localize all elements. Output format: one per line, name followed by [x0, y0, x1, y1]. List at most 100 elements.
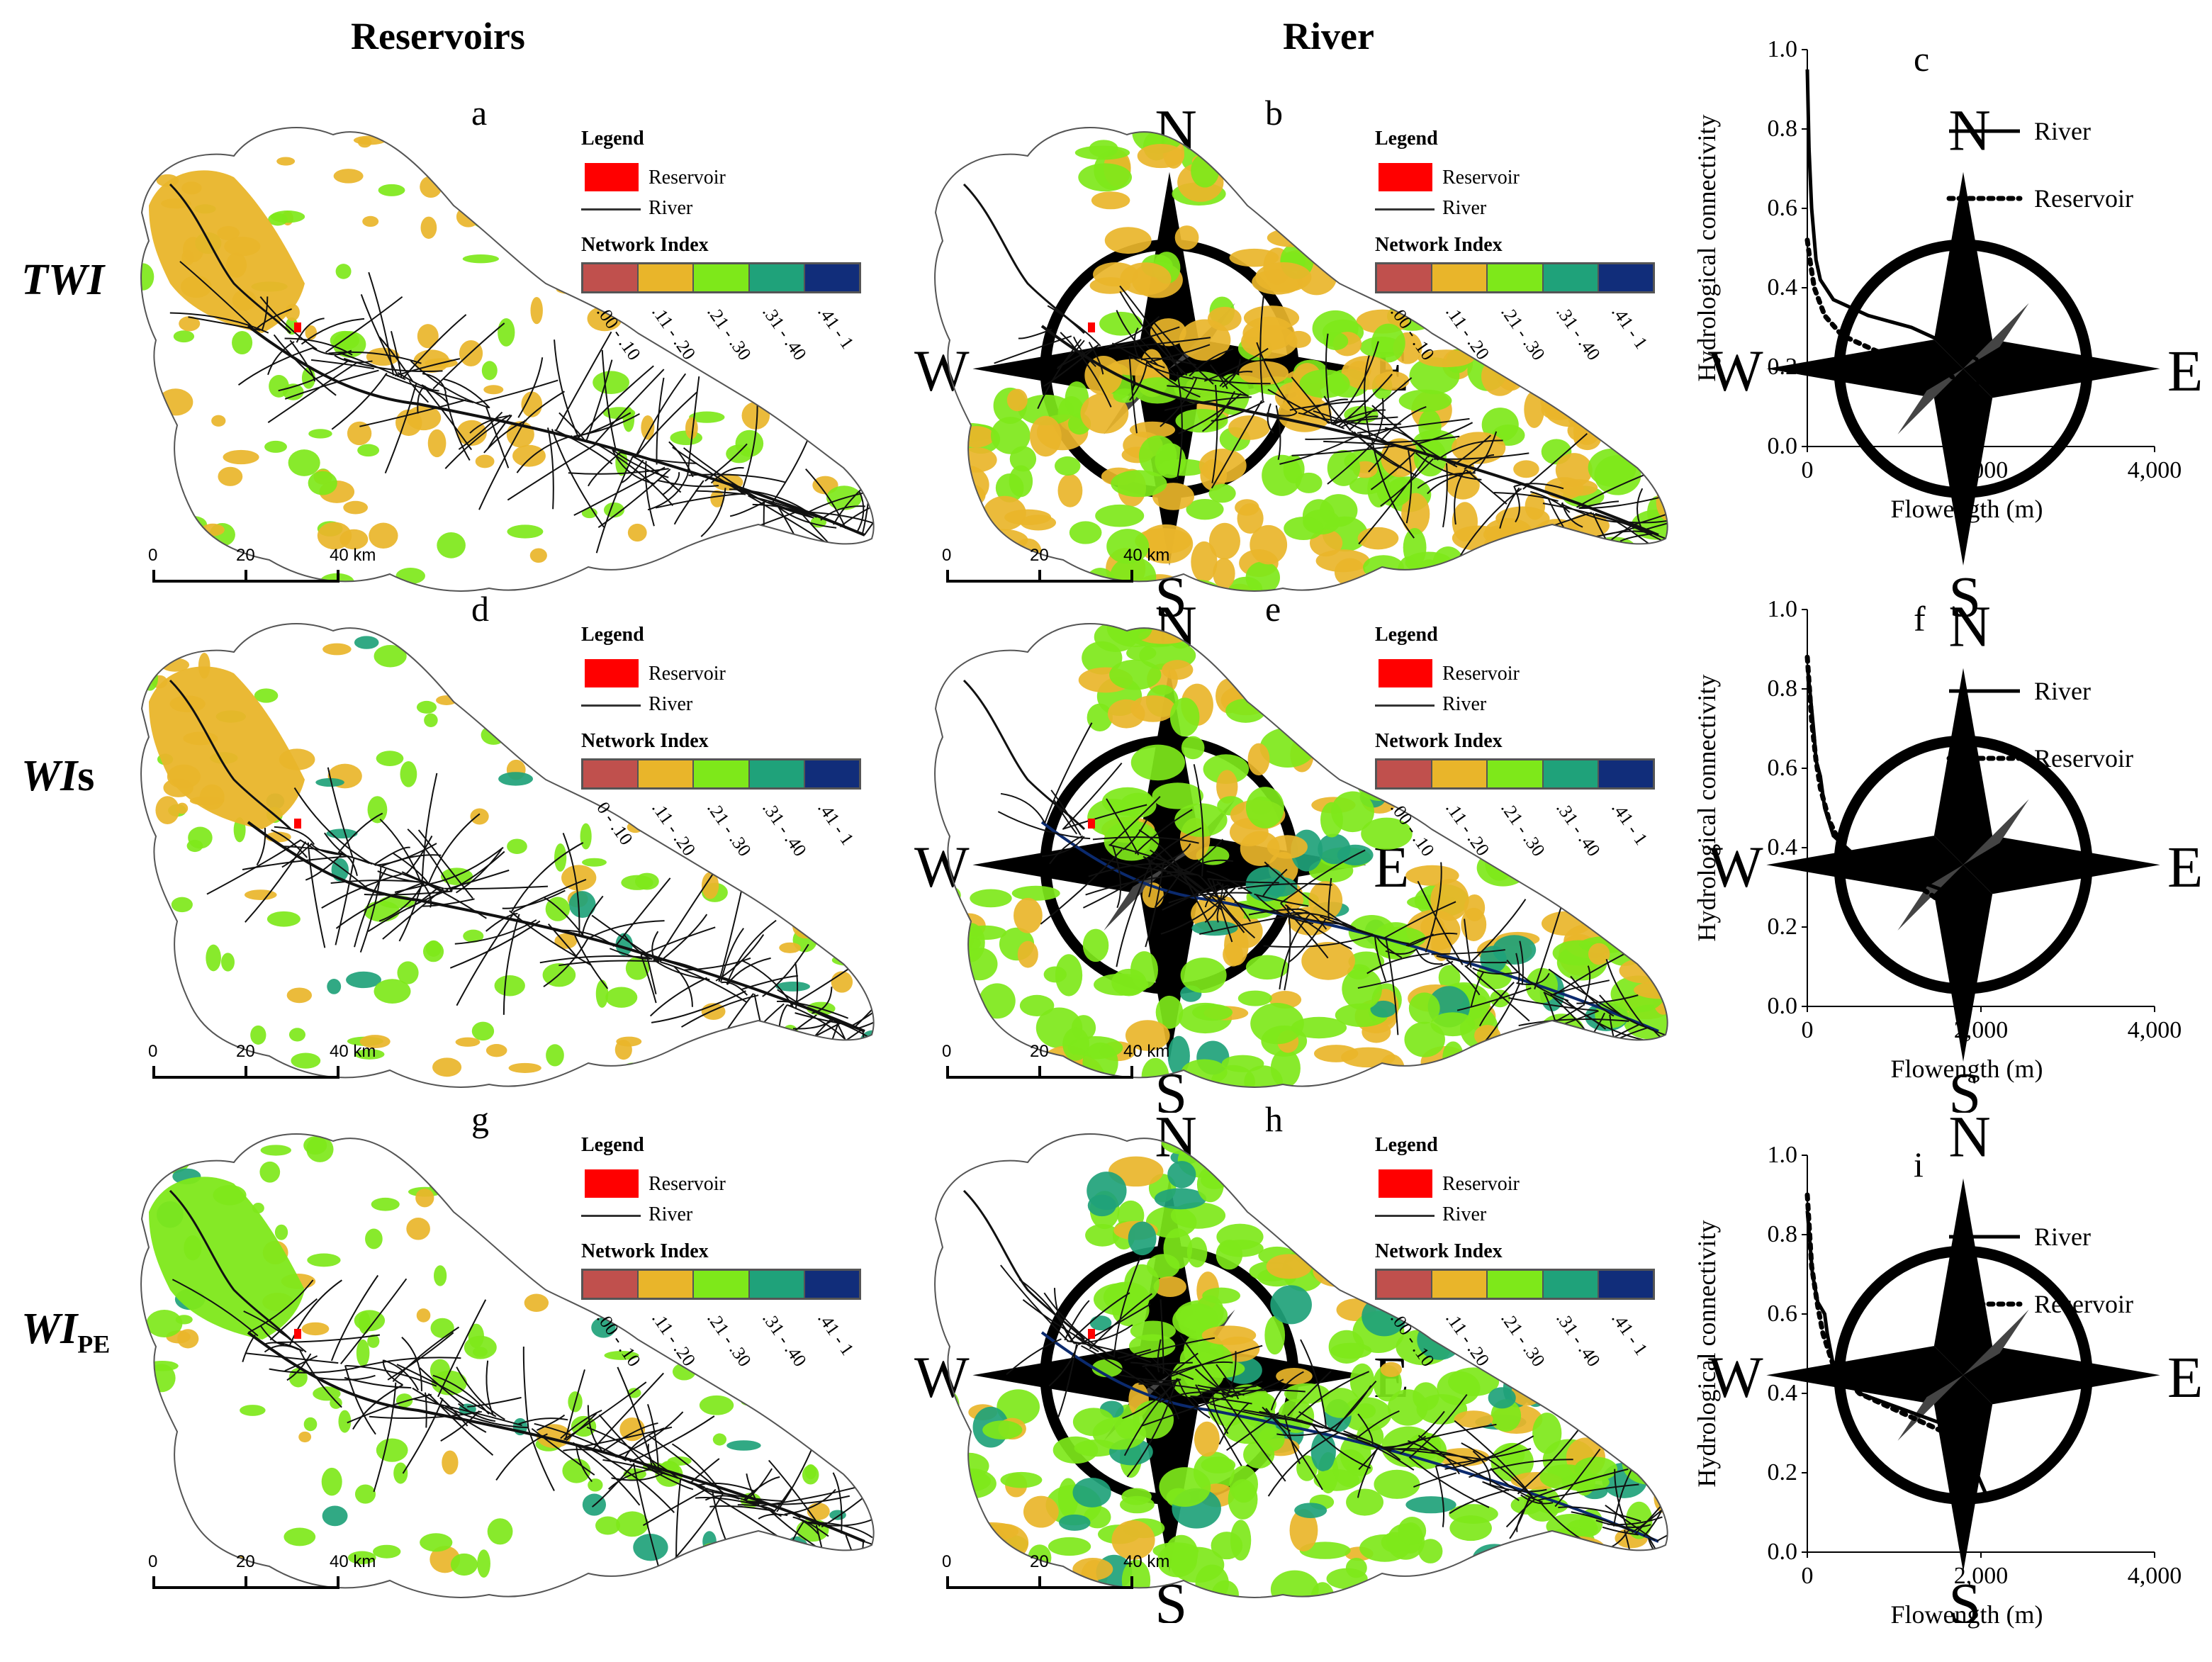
x-tick-label: 4,000	[2128, 1563, 2182, 1589]
network-index-colorbar	[1375, 1269, 1655, 1300]
north-arrow-icon: N S E W	[776, 106, 1409, 617]
north-arrow-icon: N S E W	[776, 602, 1409, 1113]
svg-text:E: E	[2167, 835, 2203, 899]
legend-river-label: River	[1442, 197, 1487, 219]
chart-svg: 0.0 0.2 0.4 0.6 0.8 1.0 0 2,000 4,000 Flowength (…	[1692, 596, 2182, 1083]
x-tick-label: 2,000	[1954, 457, 2009, 483]
scale-label: 20	[236, 546, 255, 565]
network-index-colorbar	[581, 1269, 861, 1300]
y-tick-label: 0.4	[1768, 1380, 1798, 1406]
y-tick-label: 0.0	[1768, 1539, 1798, 1565]
panel-letter: d	[471, 589, 489, 629]
y-tick-label: 0.0	[1768, 993, 1798, 1019]
network-index-colorbar	[1375, 262, 1655, 293]
colorbar-class-3	[1488, 760, 1544, 787]
x-tick-label: 0	[1802, 1563, 1814, 1589]
legend-river-label: River	[1442, 693, 1487, 715]
legend-river-label: River	[649, 197, 693, 219]
y-tick-label: 0.6	[1768, 755, 1798, 781]
scale-label: 20	[236, 1552, 255, 1571]
river-swatch	[1375, 208, 1435, 210]
river-swatch	[1375, 1215, 1435, 1217]
series-line-river	[1805, 665, 1988, 952]
reservoir-swatch	[1379, 1169, 1432, 1198]
colorbar-class-5	[1598, 264, 1654, 291]
y-axis-label: Hydrological connectivity	[1692, 675, 1721, 942]
watershed-map	[934, 623, 1668, 1088]
svg-text:N: N	[1948, 1113, 1990, 1169]
svg-text:N: N	[1948, 106, 1990, 163]
y-tick-label: 1.0	[1768, 1142, 1798, 1168]
map-panel-a: a Legend Reservoir River Network Index .00 - …	[120, 93, 1409, 617]
colorbar-class-1	[1377, 760, 1433, 787]
svg-text:S: S	[1948, 1571, 1981, 1623]
colorbar-class-2	[1432, 264, 1488, 291]
legend-river-label: River	[1442, 1203, 1487, 1225]
y-tick-label: 0.6	[1768, 195, 1798, 221]
reservoir-swatch	[585, 1169, 639, 1198]
colorbar-class-1	[1377, 264, 1433, 291]
x-axis-label: Flowength (m)	[1891, 495, 2043, 523]
svg-text:W: W	[1708, 1345, 1763, 1410]
scale-label: 20	[236, 1042, 255, 1061]
colorbar-class-3	[694, 760, 750, 787]
map-panel-b: b Legend Reservoir River Network Index .00 - …	[914, 93, 2203, 617]
network-index-title: Network Index	[581, 730, 709, 752]
network-index-title: Network Index	[1375, 1240, 1503, 1262]
colorbar-class-4	[749, 264, 805, 291]
colorbar-class-3	[694, 1271, 750, 1298]
legend-reservoir-label: Reservoir	[649, 663, 726, 685]
colorbar-class-4	[1543, 1271, 1599, 1298]
colorbar-class-3	[1488, 1271, 1544, 1298]
legend-river-label: River	[649, 1203, 693, 1225]
legend-label-reservoir: Reservoir	[2034, 744, 2133, 773]
scale-label: 0	[148, 1042, 158, 1061]
colorbar-class-4	[749, 760, 805, 787]
scale-label: 20	[1030, 546, 1049, 565]
scale-label: 40 km	[1123, 546, 1170, 565]
legend-reservoir-label: Reservoir	[649, 1173, 726, 1195]
x-tick-label: 4,000	[2128, 457, 2182, 483]
legend-label-reservoir: Reservoir	[2034, 184, 2133, 213]
colorbar-class-2	[639, 760, 695, 787]
reservoir-marker	[294, 322, 301, 332]
svg-text:N: N	[1948, 602, 1990, 659]
map-panel-d: d Legend Reservoir River Network Index 0 - .1…	[120, 589, 1409, 1113]
watershed-map	[140, 623, 875, 1088]
legend-title: Legend	[1375, 128, 1438, 150]
colorbar-class-5	[1598, 1271, 1654, 1298]
panel-letter: c	[1914, 39, 1929, 79]
x-tick-label: 0	[1802, 1017, 1814, 1043]
north-arrow-icon: N S E W	[1570, 602, 2203, 1113]
y-tick-label: 0.2	[1768, 354, 1798, 380]
legend-reservoir-label: Reservoir	[1442, 167, 1520, 189]
colorbar-class-1	[1377, 1271, 1433, 1298]
colorbar-class-1	[583, 760, 639, 787]
network-index-title: Network Index	[1375, 730, 1503, 752]
svg-text:E: E	[2167, 339, 2203, 403]
reservoir-swatch	[1379, 163, 1432, 191]
connectivity-chart-c: 0.0 0.2 0.4 0.6 0.8 1.0 0 2,000 4,000 Flowength (…	[1673, 28, 2204, 523]
x-axis-label: Flowength (m)	[1891, 1055, 2043, 1083]
x-tick-label: 4,000	[2128, 1017, 2182, 1043]
series-line-reservoir	[1804, 1192, 1967, 1495]
series-line-river	[1805, 69, 1983, 388]
legend-title: Legend	[1375, 624, 1438, 646]
north-arrow-icon: N S E W	[776, 1113, 1409, 1623]
scale-label: 20	[1030, 1042, 1049, 1061]
x-tick-label: 0	[1802, 457, 1814, 483]
y-tick-label: 0.4	[1768, 274, 1798, 301]
y-tick-label: 0.8	[1768, 116, 1798, 142]
scale-label: 0	[942, 546, 952, 565]
row-label-twi: TWI	[21, 256, 105, 304]
scale-label: 40 km	[330, 1042, 376, 1061]
legend-label-river: River	[2034, 1223, 2091, 1251]
connectivity-chart-f: 0.0 0.2 0.4 0.6 0.8 1.0 0 2,000 4,000 Flowength (…	[1673, 588, 2204, 1083]
chart-svg: 0.0 0.2 0.4 0.6 0.8 1.0 0 2,000 4,000 Flowength (…	[1692, 1142, 2182, 1629]
reservoir-marker	[294, 1329, 301, 1339]
reservoir-marker	[1088, 1329, 1095, 1339]
svg-text:W: W	[1708, 835, 1763, 899]
map-panel-h: h Legend Reservoir River Network Index .00 - …	[914, 1099, 2203, 1623]
series-line-reservoir	[1804, 237, 1965, 410]
chart-svg: 0.0 0.2 0.4 0.6 0.8 1.0 0 2,000 4,000 Flowength (…	[1692, 36, 2182, 523]
